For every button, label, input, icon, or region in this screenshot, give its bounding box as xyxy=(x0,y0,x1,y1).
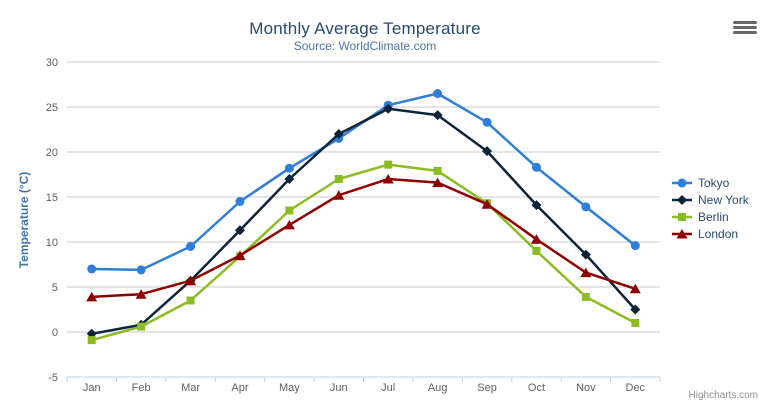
point-new-york-dec[interactable] xyxy=(630,304,641,315)
y-tick-label: -5 xyxy=(48,372,58,384)
point-london-may[interactable] xyxy=(283,219,295,230)
point-berlin-mar[interactable] xyxy=(186,296,195,305)
point-berlin-aug[interactable] xyxy=(433,166,442,175)
legend-item-berlin[interactable]: Berlin xyxy=(671,209,749,224)
x-tick-label: May xyxy=(279,382,300,394)
legend-item-tokyo[interactable]: Tokyo xyxy=(671,175,749,190)
legend-marker-square-icon xyxy=(672,212,692,221)
point-tokyo-oct[interactable] xyxy=(531,162,541,172)
point-tokyo-aug[interactable] xyxy=(433,89,443,98)
point-tokyo-mar[interactable] xyxy=(186,242,196,251)
y-tick-label: 30 xyxy=(46,57,58,69)
point-london-jun[interactable] xyxy=(333,190,345,200)
chart-subtitle: Source: WorldClimate.com xyxy=(293,39,437,53)
point-berlin-dec[interactable] xyxy=(631,319,640,327)
series-tokyo xyxy=(87,89,640,275)
legend-item-new-york[interactable]: New York xyxy=(671,192,749,207)
point-new-york-sep[interactable] xyxy=(482,146,493,157)
point-new-york-aug[interactable] xyxy=(432,110,443,121)
legend-label: Tokyo xyxy=(698,175,730,190)
x-tick-label: Aug xyxy=(428,382,448,394)
point-tokyo-dec[interactable] xyxy=(630,241,640,251)
point-tokyo-sep[interactable] xyxy=(482,117,492,127)
point-new-york-jul[interactable] xyxy=(383,103,394,114)
point-berlin-oct[interactable] xyxy=(532,247,541,255)
x-tick-label: Jan xyxy=(83,382,101,394)
point-berlin-jan[interactable] xyxy=(87,336,96,345)
point-tokyo-feb[interactable] xyxy=(136,265,146,275)
point-berlin-nov[interactable] xyxy=(581,292,590,301)
x-tick-label: Oct xyxy=(528,382,545,394)
series-london xyxy=(86,174,641,302)
legend-label: London xyxy=(698,226,739,241)
x-tick-label: Jul xyxy=(381,382,395,394)
point-tokyo-jan[interactable] xyxy=(87,264,97,274)
y-tick-label: 5 xyxy=(52,282,58,294)
point-london-jan[interactable] xyxy=(86,291,98,302)
x-tick-label: Mar xyxy=(181,382,200,394)
legend-label: Berlin xyxy=(698,209,729,224)
legend-marker-triangle-icon xyxy=(672,228,692,238)
point-new-york-oct[interactable] xyxy=(531,200,542,211)
series-new-york xyxy=(86,103,641,339)
y-tick-label: 0 xyxy=(52,327,58,339)
export-menu-button[interactable] xyxy=(732,19,758,37)
chart-title: Monthly Average Temperature xyxy=(249,19,481,38)
point-london-mar[interactable] xyxy=(185,275,197,286)
point-tokyo-nov[interactable] xyxy=(581,202,591,212)
point-berlin-jun[interactable] xyxy=(334,175,343,183)
y-tick-label: 10 xyxy=(46,237,58,249)
series-line-new-york[interactable] xyxy=(90,107,637,336)
series-line-berlin[interactable] xyxy=(90,163,637,342)
legend-marker-shape xyxy=(678,212,686,221)
x-tick-label: Nov xyxy=(576,382,596,394)
point-london-jul[interactable] xyxy=(382,174,394,184)
x-tick-label: Sep xyxy=(477,382,497,394)
point-new-york-nov[interactable] xyxy=(580,249,591,260)
point-london-feb[interactable] xyxy=(135,289,147,299)
legend-marker-circle-icon xyxy=(672,178,692,187)
point-london-sep[interactable] xyxy=(481,199,493,209)
series-line-tokyo[interactable] xyxy=(90,92,637,272)
point-new-york-jun[interactable] xyxy=(333,129,344,139)
point-london-oct[interactable] xyxy=(530,234,542,244)
y-tick-label: 20 xyxy=(46,147,58,159)
legend-marker-shape xyxy=(677,194,687,205)
legend-label: New York xyxy=(698,192,749,207)
hamburger-icon xyxy=(733,21,757,35)
point-berlin-jul[interactable] xyxy=(384,160,393,169)
y-tick-label: 25 xyxy=(46,102,58,114)
legend: Tokyo New York Berlin London xyxy=(671,175,749,241)
credits-link[interactable]: Highcharts.com xyxy=(688,390,758,401)
legend-marker-shape xyxy=(676,228,688,238)
point-berlin-feb[interactable] xyxy=(137,322,146,331)
x-tick-label: Feb xyxy=(132,382,151,394)
point-london-aug[interactable] xyxy=(432,177,444,188)
series-line-london[interactable] xyxy=(90,177,637,299)
point-london-dec[interactable] xyxy=(629,283,641,294)
x-tick-label: Jun xyxy=(330,382,348,394)
x-tick-label: Dec xyxy=(626,382,646,394)
point-new-york-may[interactable] xyxy=(284,174,295,184)
legend-marker-diamond-icon xyxy=(672,194,692,205)
legend-item-london[interactable]: London xyxy=(671,226,749,241)
x-tick-label: Apr xyxy=(231,382,248,394)
point-berlin-may[interactable] xyxy=(285,206,294,215)
point-new-york-apr[interactable] xyxy=(234,225,245,236)
legend-marker-shape xyxy=(677,178,687,187)
y-axis-title: Temperature (°C) xyxy=(17,171,31,269)
point-tokyo-apr[interactable] xyxy=(235,197,245,206)
point-tokyo-may[interactable] xyxy=(284,163,294,173)
point-london-nov[interactable] xyxy=(580,267,592,278)
y-tick-label: 15 xyxy=(46,192,58,204)
point-london-apr[interactable] xyxy=(234,250,246,261)
